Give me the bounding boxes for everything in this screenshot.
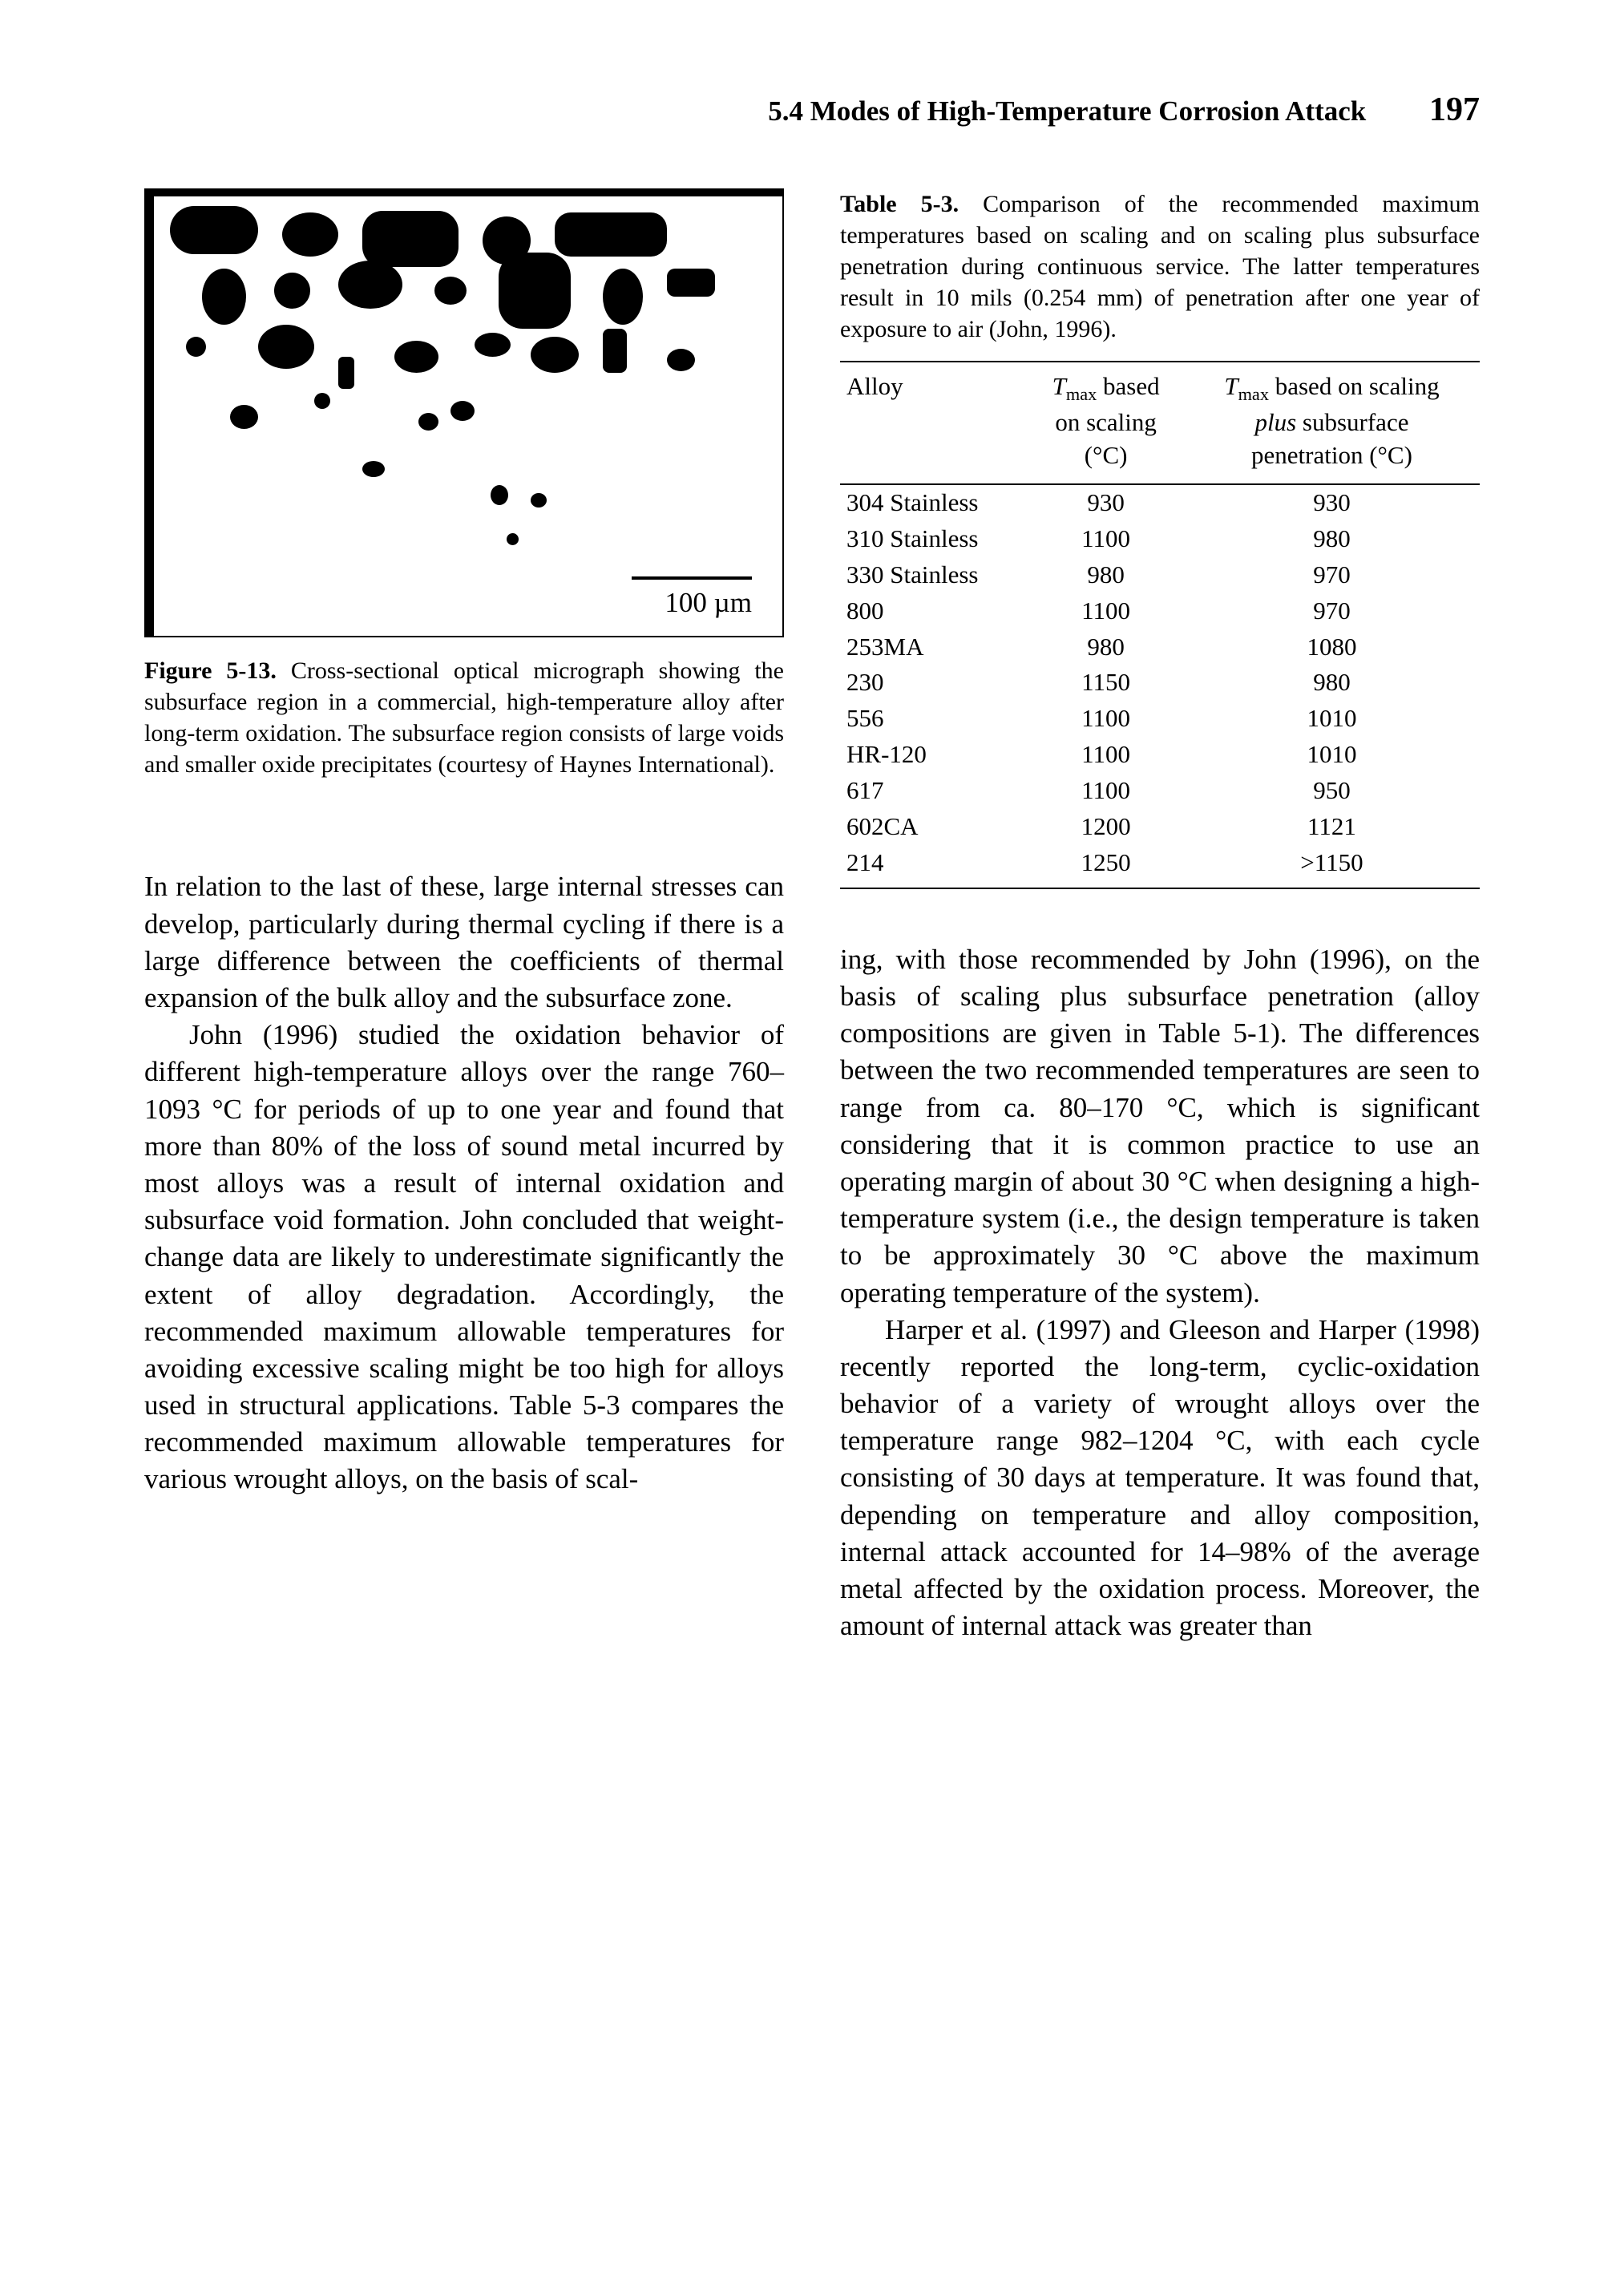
cell-tmax-scaling: 1100 — [1028, 521, 1184, 557]
cell-tmax-scaling: 1100 — [1028, 593, 1184, 629]
cell-tmax-scaling: 930 — [1028, 484, 1184, 521]
table-row: 304 Stainless930930 — [840, 484, 1480, 521]
table-row: 55611001010 — [840, 701, 1480, 737]
cell-alloy: 230 — [840, 665, 1028, 701]
cell-alloy: 800 — [840, 593, 1028, 629]
table-row: 2301150980 — [840, 665, 1480, 701]
table-header-row: Alloy Tmax basedon scaling(°C) Tmax base… — [840, 362, 1480, 483]
col-tmax-scaling: Tmax basedon scaling(°C) — [1028, 362, 1184, 483]
table-row: HR-12011001010 — [840, 737, 1480, 773]
cell-tmax-plus: >1150 — [1184, 845, 1480, 888]
table-row: 330 Stainless980970 — [840, 557, 1480, 593]
cell-alloy: HR-120 — [840, 737, 1028, 773]
cell-alloy: 214 — [840, 845, 1028, 888]
cell-tmax-plus: 1010 — [1184, 701, 1480, 737]
cell-tmax-plus: 970 — [1184, 557, 1480, 593]
table-label: Table 5-3. — [840, 191, 959, 217]
right-para-1: ing, with those recommended by John (199… — [840, 941, 1480, 1312]
cell-tmax-scaling: 1150 — [1028, 665, 1184, 701]
left-para-2: John (1996) studied the oxidation behavi… — [144, 1017, 784, 1498]
cell-tmax-scaling: 1100 — [1028, 701, 1184, 737]
cell-tmax-scaling: 980 — [1028, 557, 1184, 593]
cell-tmax-plus: 930 — [1184, 484, 1480, 521]
cell-alloy: 304 Stainless — [840, 484, 1028, 521]
cell-tmax-plus: 1121 — [1184, 809, 1480, 845]
cell-tmax-plus: 970 — [1184, 593, 1480, 629]
cell-alloy: 310 Stainless — [840, 521, 1028, 557]
page-number: 197 — [1429, 91, 1480, 128]
cell-tmax-plus: 1080 — [1184, 629, 1480, 665]
cell-tmax-scaling: 1250 — [1028, 845, 1184, 888]
cell-tmax-scaling: 1100 — [1028, 773, 1184, 809]
table-row: 6171100950 — [840, 773, 1480, 809]
table-row: 602CA12001121 — [840, 809, 1480, 845]
right-column: Table 5-3. Comparison of the recommended… — [840, 188, 1480, 1644]
micrograph-image — [144, 188, 784, 637]
figure-label: Figure 5-13. — [144, 657, 277, 684]
table-row: 253MA9801080 — [840, 629, 1480, 665]
cell-alloy: 330 Stainless — [840, 557, 1028, 593]
running-head: 5.4 Modes of High-Temperature Corrosion … — [144, 88, 1480, 132]
cell-tmax-plus: 980 — [1184, 665, 1480, 701]
left-column: 100 µm Figure 5-13. Cross-sectional opti… — [144, 188, 784, 1644]
cell-alloy: 617 — [840, 773, 1028, 809]
right-para-2: Harper et al. (1997) and Gleeson and Har… — [840, 1312, 1480, 1645]
table-caption: Table 5-3. Comparison of the recommended… — [840, 188, 1480, 345]
cell-tmax-scaling: 1100 — [1028, 737, 1184, 773]
scale-bar-line — [632, 576, 752, 580]
table-row: 2141250>1150 — [840, 845, 1480, 888]
table-row: 8001100970 — [840, 593, 1480, 629]
section-title: 5.4 Modes of High-Temperature Corrosion … — [768, 95, 1366, 127]
cell-alloy: 253MA — [840, 629, 1028, 665]
col-tmax-scaling-plus: Tmax based on scalingplus subsurfacepene… — [1184, 362, 1480, 483]
cell-tmax-plus: 950 — [1184, 773, 1480, 809]
table-5-3: Alloy Tmax basedon scaling(°C) Tmax base… — [840, 361, 1480, 888]
left-para-1: In relation to the last of these, large … — [144, 868, 784, 1017]
cell-tmax-scaling: 1200 — [1028, 809, 1184, 845]
table-body: 304 Stainless930930310 Stainless11009803… — [840, 484, 1480, 888]
cell-alloy: 556 — [840, 701, 1028, 737]
col-alloy: Alloy — [840, 362, 1028, 483]
scale-bar-label: 100 µm — [665, 587, 752, 618]
cell-tmax-plus: 980 — [1184, 521, 1480, 557]
cell-alloy: 602CA — [840, 809, 1028, 845]
two-column-layout: 100 µm Figure 5-13. Cross-sectional opti… — [144, 188, 1480, 1644]
scale-bar: 100 µm — [632, 576, 752, 621]
figure-caption: Figure 5-13. Cross-sectional optical mic… — [144, 655, 784, 780]
cell-tmax-plus: 1010 — [1184, 737, 1480, 773]
cell-tmax-scaling: 980 — [1028, 629, 1184, 665]
table-row: 310 Stainless1100980 — [840, 521, 1480, 557]
figure-5-13: 100 µm — [144, 188, 784, 637]
